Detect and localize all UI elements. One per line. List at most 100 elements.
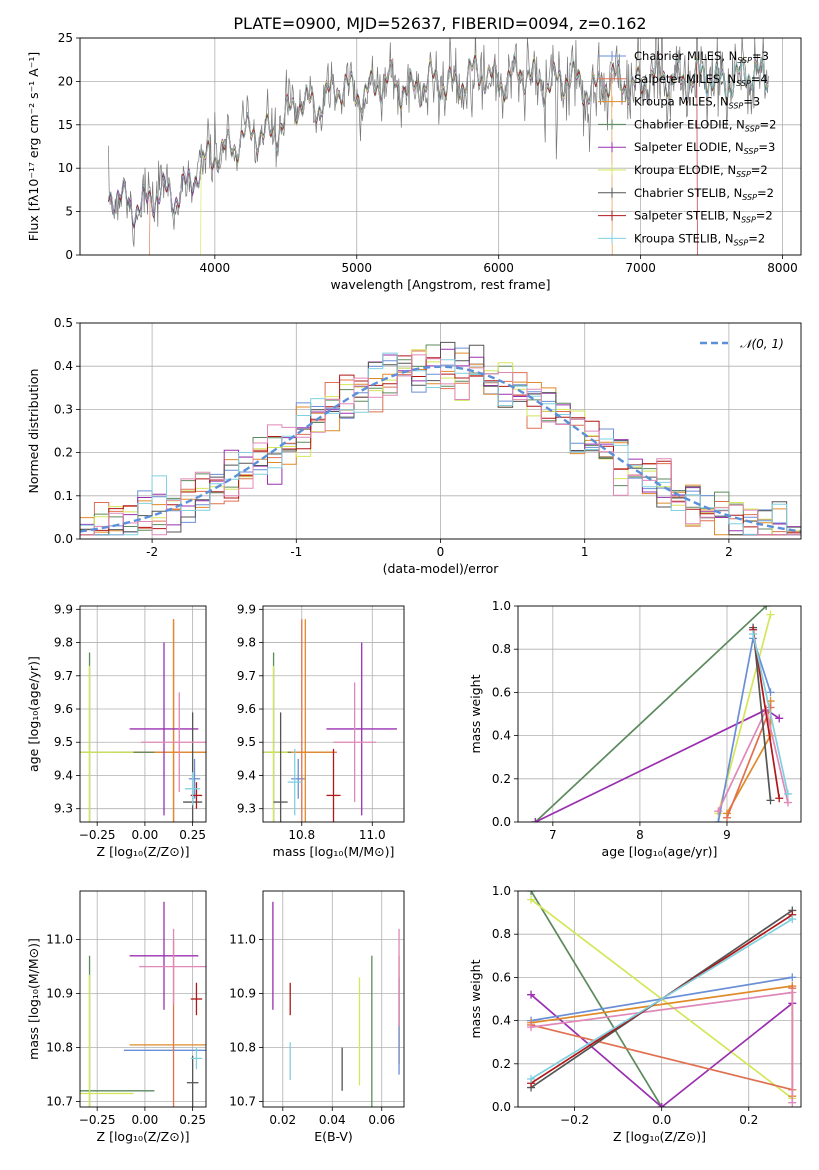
errorbar-kroupa-elodie [263, 665, 288, 822]
x-axis-label: Z [log₁₀(Z/Z⊙)] [97, 1129, 190, 1144]
y-axis-label: mass weight [468, 959, 483, 1038]
tick-label-y: 10.8 [46, 1041, 73, 1055]
series-kroupa-stelib [527, 915, 797, 1083]
errorbar-chabrier-miles [188, 758, 201, 799]
series-chabrier-miles [714, 634, 775, 822]
series-point [749, 630, 758, 639]
legend-label: Chabrier MILES, NSSP=3 [634, 49, 769, 65]
series-line [717, 707, 789, 812]
tick-label-y: 9.9 [237, 602, 256, 616]
tick-label-y: 9.3 [237, 802, 256, 816]
x-axis-label: wavelength [Angstrom, rest frame] [330, 277, 550, 292]
tick-label-y: 0.8 [492, 927, 511, 941]
series-line [752, 633, 789, 795]
tick-label-x: 8000 [767, 261, 798, 275]
tick-label-y: 11.0 [229, 933, 256, 947]
errorbar-extra_pink [139, 928, 206, 1005]
series-point [788, 1098, 797, 1107]
tick-label-x: 7000 [625, 261, 656, 275]
panel-age-vs-mass: 10.8 11.0 9.3 9.4 9.5 9.6 9.7 9.8 9.9 mass [log₁₀… [237, 602, 405, 859]
legend-label: Salpeter MILES, NSSP=4 [634, 72, 768, 88]
legend-label: Kroupa STELIB, NSSP=2 [634, 231, 765, 247]
axes-frame [517, 605, 802, 823]
series-point [527, 891, 536, 895]
tick-label-x: 2 [725, 545, 733, 559]
series-point [531, 818, 540, 822]
axes-frame [79, 37, 802, 256]
tick-label-y: 1.0 [492, 599, 511, 613]
axes-frame [517, 890, 802, 1108]
tick-label-y: 9.8 [54, 636, 73, 650]
series-point [527, 1074, 536, 1083]
normal-curve [80, 365, 801, 533]
tick-label-y: 0.2 [492, 1057, 511, 1071]
tick-label-x: 0.25 [179, 828, 206, 842]
legend-label: Salpeter STELIB, NSSP=2 [634, 209, 773, 225]
model-line-salpeter-stelib [108, 51, 698, 255]
tick-label-y: 0.2 [492, 772, 511, 786]
x-axis-label: age [log₁₀(age/yr)] [602, 844, 718, 859]
tick-label-y: 9.7 [54, 669, 73, 683]
axes-frame [79, 605, 207, 823]
model-line-kroupa-stelib [108, 52, 769, 226]
series-salpeter-stelib [749, 625, 784, 803]
plot-area-mass-vs-Z [80, 901, 206, 1107]
axes-frame [79, 890, 207, 1108]
series-line [535, 708, 780, 822]
y-axis-label: age [log₁₀(age/yr)] [26, 656, 41, 772]
errorbar-extra_pink [333, 682, 376, 803]
tick-label-y: 0.4 [492, 1014, 511, 1028]
y-axis-label: Flux [fλ10⁻¹⁷ erg cm⁻² s⁻¹ A⁻¹] [26, 52, 41, 241]
tick-label-y: 10 [58, 161, 73, 175]
series-point [762, 606, 771, 610]
tick-label-y: 0.4 [54, 359, 73, 373]
tick-label-y: 0.4 [492, 729, 511, 743]
tick-label-x: 0.02 [269, 1113, 296, 1127]
series-salpeter-elodie [531, 705, 784, 822]
tick-label-x: 0.25 [179, 1113, 206, 1127]
tick-label-y: 9.9 [54, 602, 73, 616]
tick-label-y: 0.5 [54, 316, 73, 330]
tick-label-y: 0.3 [54, 402, 73, 416]
legend-label: 𝒩(0, 1) [740, 337, 784, 351]
series-point [788, 973, 797, 982]
errorbar-kroupa-stelib [185, 772, 201, 806]
tick-label-y: 15 [58, 118, 73, 132]
plot-area-age-vs-mass [263, 619, 397, 822]
tick-label-y: 9.6 [54, 702, 73, 716]
tick-label-x: 0.06 [368, 1113, 395, 1127]
tick-label-y: 0.0 [492, 815, 511, 829]
errorbar-salpeter-elodie [129, 901, 199, 1010]
legend-label: Kroupa ELODIE, NSSP=2 [634, 163, 768, 179]
x-axis-label: mass [log₁₀(M/M⊙)] [273, 844, 395, 859]
errorbar-chabrier-miles [291, 758, 306, 799]
series-line [534, 606, 767, 822]
tick-label-x: 11.0 [359, 828, 386, 842]
grid-mass-vs-Z [80, 891, 206, 1107]
tick-label-y: 9.5 [237, 735, 256, 749]
panels: 4000 5000 6000 7000 80000510152025wavelength… [26, 31, 802, 1144]
tick-label-y: 10.9 [229, 987, 256, 1001]
legend-label: Chabrier ELODIE, NSSP=2 [634, 117, 776, 133]
series-line [530, 891, 663, 1107]
tick-label-x: 0.0 [652, 1113, 671, 1127]
spectrum-legend: Chabrier MILES, NSSP=3 Salpeter MILES, NS… [598, 49, 776, 247]
panel-mass-vs-EBV: 0.02 0.04 0.06 10.7 10.8 10.9 11.0 E(B-V) [229, 890, 405, 1144]
errorbar-salpeter-elodie [326, 642, 397, 816]
tick-label-x: 1 [581, 545, 589, 559]
series-chabrier-elodie [527, 891, 666, 1107]
series-point [766, 688, 775, 697]
series-extra_pink [527, 988, 797, 1107]
series-line [530, 918, 793, 1080]
tick-label-x: 0.00 [132, 1113, 159, 1127]
x-axis-label: (data-model)/error [383, 561, 500, 576]
errorbar-kroupa-elodie [80, 974, 134, 1107]
series-point [788, 988, 797, 997]
tick-label-y: 10.7 [46, 1095, 73, 1109]
tick-label-x: 7 [549, 828, 557, 842]
tick-label-y: 10.8 [229, 1041, 256, 1055]
errorbar-salpeter-elodie [129, 642, 199, 816]
tick-label-x: 9 [723, 828, 731, 842]
tick-label-y: 9.4 [54, 768, 73, 782]
